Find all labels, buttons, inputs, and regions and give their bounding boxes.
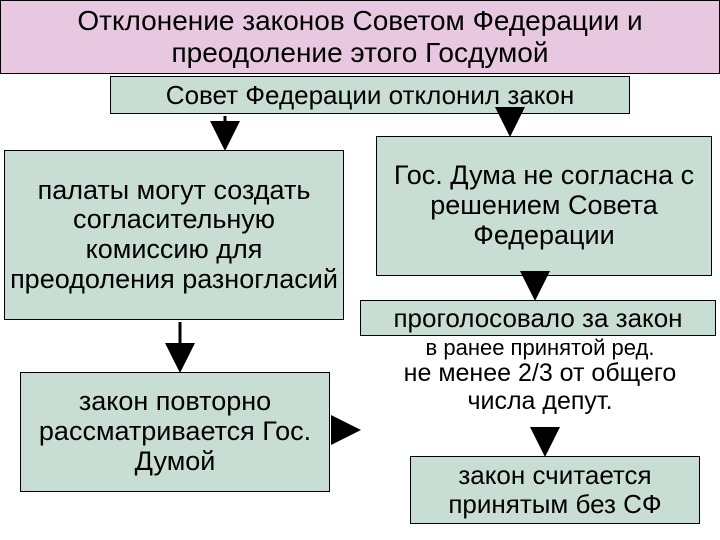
node-law-reconsidered: закон повторно рассматривается Гос. Думо…: [20, 372, 330, 492]
node-conciliation-commission: палаты могут создать согласительную коми…: [4, 150, 344, 320]
n6-line2: не менее 2/3 от общего числа депут.: [370, 360, 710, 415]
node-two-thirds-text: в ранее принятой ред. не менее 2/3 от об…: [370, 336, 710, 415]
diagram-title: Отклонение законов Советом Федерации и п…: [0, 0, 720, 74]
node-sf-rejected: Совет Федерации отклонил закон: [110, 76, 630, 114]
n6-line1: в ранее принятой ред.: [370, 336, 710, 360]
node-law-adopted: закон считается принятым без СФ: [410, 456, 700, 524]
node-voted-for-law: проголосовало за закон: [360, 300, 716, 336]
node-duma-disagrees: Гос. Дума не согласна с решением Совета …: [376, 136, 712, 276]
